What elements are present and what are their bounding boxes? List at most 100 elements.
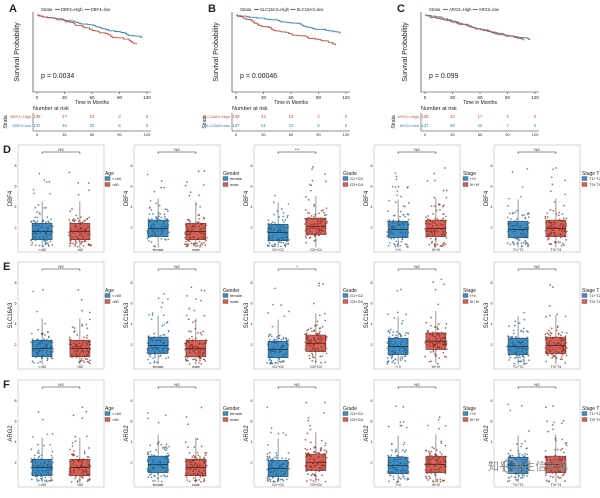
jitter-point (304, 348, 307, 351)
jitter-point (153, 467, 156, 469)
jitter-point (430, 472, 433, 475)
boxplot-legend-label: G1+G2 (350, 293, 364, 298)
jitter-point (440, 466, 442, 469)
jitter-point (48, 180, 51, 183)
boxplot-y-label: ARG2 (364, 425, 370, 442)
jitter-point (439, 244, 442, 247)
km-risk-value: 0 (534, 123, 537, 128)
jitter-point (399, 462, 402, 464)
boxplot-legend-swatch (222, 299, 229, 304)
jitter-point (284, 353, 287, 356)
jitter-point (520, 236, 523, 238)
jitter-point (198, 194, 201, 197)
jitter-point (203, 456, 205, 459)
jitter-point (163, 186, 166, 189)
jitter-point (508, 325, 510, 328)
jitter-point (304, 235, 307, 238)
jitter-point (442, 189, 445, 192)
jitter-point (527, 242, 529, 245)
jitter-point (151, 224, 153, 226)
jitter-point (324, 444, 326, 447)
jitter-point (151, 466, 154, 469)
jitter-point (147, 358, 149, 361)
jitter-point (320, 467, 323, 470)
jitter-point (317, 337, 320, 340)
jitter-point (49, 463, 52, 466)
jitter-point (266, 362, 268, 364)
jitter-point (76, 480, 79, 483)
jitter-point (86, 435, 88, 438)
jitter-point (74, 244, 76, 247)
jitter-point (203, 349, 206, 352)
jitter-point (521, 337, 524, 340)
jitter-point (196, 463, 199, 466)
jitter-point (74, 223, 76, 226)
jitter-point (565, 441, 568, 444)
jitter-point (165, 449, 168, 451)
jitter-point (555, 356, 558, 359)
jitter-point (188, 337, 191, 340)
jitter-point (558, 456, 561, 459)
jitter-point (401, 319, 404, 322)
jitter-point (396, 464, 399, 467)
jitter-point (310, 441, 312, 444)
jitter-point (519, 470, 521, 473)
jitter-point (47, 463, 49, 466)
jitter-point (547, 226, 550, 229)
jitter-point (85, 467, 88, 470)
km-legend-title: Strata (41, 7, 53, 12)
jitter-point (149, 220, 151, 223)
jitter-point (285, 342, 288, 345)
km-x-tick-label: 120 (143, 95, 151, 100)
jitter-point (203, 241, 205, 244)
boxplot-legend-swatch (462, 411, 469, 416)
jitter-point (442, 456, 445, 459)
jitter-point (74, 477, 76, 480)
jitter-point (525, 458, 528, 461)
jitter-point (525, 223, 528, 226)
jitter-point (390, 340, 392, 343)
jitter-point (276, 210, 279, 212)
jitter-point (514, 336, 517, 339)
jitter-point (185, 342, 188, 345)
jitter-point (522, 331, 525, 333)
jitter-point (321, 474, 323, 477)
jitter-point (46, 465, 49, 468)
jitter-point (71, 326, 74, 328)
jitter-point (443, 333, 446, 335)
jitter-point (523, 353, 526, 356)
significance-label: *** (295, 147, 300, 152)
jitter-point (558, 342, 560, 345)
jitter-point (153, 361, 156, 364)
jitter-point (266, 406, 269, 409)
jitter-point (281, 464, 284, 466)
jitter-point (68, 448, 71, 451)
jitter-point (431, 331, 434, 334)
jitter-point (200, 242, 203, 245)
jitter-point (438, 416, 441, 418)
jitter-point (565, 346, 568, 349)
jitter-point (158, 350, 161, 353)
jitter-point (194, 349, 196, 352)
jitter-point (528, 222, 530, 224)
jitter-point (313, 356, 315, 359)
jitter-point (204, 360, 207, 362)
boxplot-y-tick: 8 (131, 399, 133, 403)
jitter-point (195, 457, 198, 460)
jitter-point (548, 340, 551, 343)
jitter-point (441, 234, 444, 237)
jitter-point (77, 193, 80, 196)
boxplot-x-tick: male (192, 365, 200, 369)
jitter-point (324, 173, 326, 176)
boxplot-y-tick: 4 (491, 205, 493, 209)
jitter-point (407, 218, 410, 221)
jitter-point (443, 241, 445, 244)
jitter-point (279, 474, 282, 477)
jitter-point (189, 459, 192, 461)
jitter-point (284, 232, 286, 234)
jitter-point (40, 473, 42, 476)
jitter-point (403, 477, 406, 480)
